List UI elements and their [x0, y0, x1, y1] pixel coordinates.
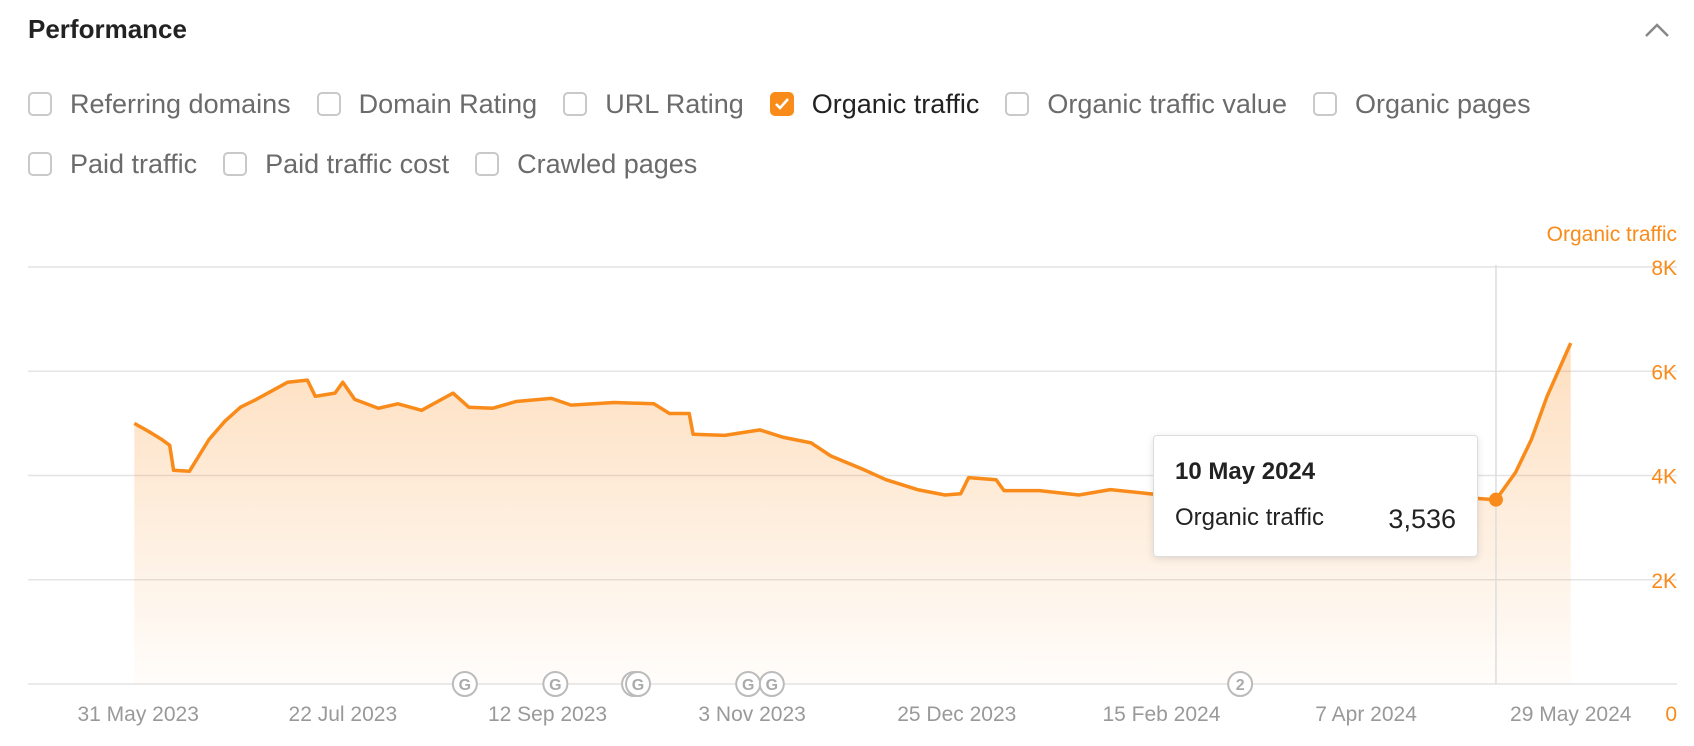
hover-dot: [1488, 492, 1503, 507]
x-tick-label: 15 Feb 2024: [1102, 703, 1220, 726]
update-marker[interactable]: G: [451, 671, 478, 697]
checkbox-label[interactable]: Domain Rating: [358, 88, 538, 119]
checkbox-label[interactable]: Paid traffic: [70, 148, 198, 179]
tooltip-series: Organic traffic: [1175, 504, 1324, 531]
y-tick-label: 0: [1665, 703, 1677, 726]
checkbox-box[interactable]: [1312, 92, 1337, 116]
traffic-line: [133, 342, 1573, 502]
tooltip-value: 3,536: [1388, 504, 1456, 534]
metric-checkbox[interactable]: Organic pages: [1312, 88, 1531, 120]
update-marker-label: G: [766, 677, 778, 694]
checkbox-label[interactable]: URL Rating: [605, 88, 744, 119]
checkbox-box[interactable]: [28, 92, 52, 116]
x-tick-label: 31 May 2023: [77, 703, 198, 726]
area-fill: [134, 343, 1571, 684]
x-tick-label: 12 Sep 2023: [488, 703, 607, 726]
update-marker[interactable]: G: [758, 671, 785, 697]
checkbox-box[interactable]: [475, 152, 500, 176]
checkbox-label[interactable]: Organic pages: [1354, 88, 1531, 119]
update-marker-circle: [758, 671, 785, 697]
update-marker[interactable]: G: [735, 671, 762, 697]
checkbox-box[interactable]: [316, 92, 341, 116]
update-marker-circle: [1227, 671, 1254, 697]
metric-checkbox[interactable]: Referring domains: [28, 88, 291, 120]
y-axis-title: Organic traffic: [1547, 223, 1677, 246]
x-tick-label: 3 Nov 2023: [698, 703, 805, 726]
metric-checkbox[interactable]: Crawled pages: [475, 148, 697, 180]
checkbox-box[interactable]: [28, 152, 52, 176]
section-title: Performance: [28, 14, 187, 44]
x-tick-label: 7 Apr 2024: [1315, 703, 1417, 726]
x-tick-label: 25 Dec 2023: [897, 703, 1016, 726]
checkbox-label[interactable]: Crawled pages: [517, 148, 698, 179]
update-marker-circle: [451, 671, 478, 697]
collapse-chevron[interactable]: [1645, 23, 1669, 37]
metric-checkbox[interactable]: Domain Rating: [316, 88, 538, 120]
checkbox-box[interactable]: [1005, 92, 1030, 116]
update-marker-circle: [542, 671, 569, 697]
y-tick-label: 8K: [1651, 257, 1677, 280]
update-marker-label: 2: [1236, 677, 1245, 694]
tooltip: 10 May 2024 Organic traffic 3,536: [1153, 435, 1478, 557]
update-marker-label: G: [459, 677, 471, 694]
update-marker-label: G: [632, 677, 644, 694]
check-mark: [774, 98, 789, 110]
y-tick-label: 4K: [1651, 466, 1677, 489]
y-tick-label: 2K: [1651, 570, 1677, 593]
checkbox-box[interactable]: [563, 92, 588, 116]
update-marker-label: G: [742, 677, 754, 694]
metric-checkbox[interactable]: Paid traffic: [28, 148, 197, 180]
checkbox-label[interactable]: Referring domains: [70, 88, 291, 119]
update-marker[interactable]: G: [542, 671, 569, 697]
metric-checkbox[interactable]: Paid traffic cost: [223, 148, 449, 180]
update-marker-circle: [625, 671, 652, 697]
update-marker-label: G: [549, 677, 561, 694]
tooltip-row: Organic traffic 3,536: [1175, 504, 1456, 535]
x-tick-label: 29 May 2024: [1510, 703, 1632, 726]
checkbox-label[interactable]: Organic traffic: [811, 88, 980, 119]
metric-checkbox[interactable]: Organic traffic: [769, 88, 980, 120]
update-marker[interactable]: 2: [1227, 671, 1254, 697]
checkbox-label[interactable]: Paid traffic cost: [265, 148, 450, 179]
metric-checkbox[interactable]: Organic traffic value: [1005, 88, 1287, 120]
y-tick-label: 6K: [1651, 361, 1677, 384]
metric-checkboxes: Referring domains Domain Rating URL Rating…: [28, 88, 1628, 180]
metric-checkbox[interactable]: URL Rating: [563, 88, 744, 120]
x-tick-label: 22 Jul 2023: [289, 703, 398, 726]
update-marker[interactable]: G: [625, 671, 652, 697]
checkbox-box[interactable]: [223, 152, 248, 176]
tooltip-date: 10 May 2024: [1175, 458, 1316, 485]
checkbox-label[interactable]: Organic traffic value: [1047, 88, 1287, 119]
checkbox-box[interactable]: [769, 92, 794, 116]
